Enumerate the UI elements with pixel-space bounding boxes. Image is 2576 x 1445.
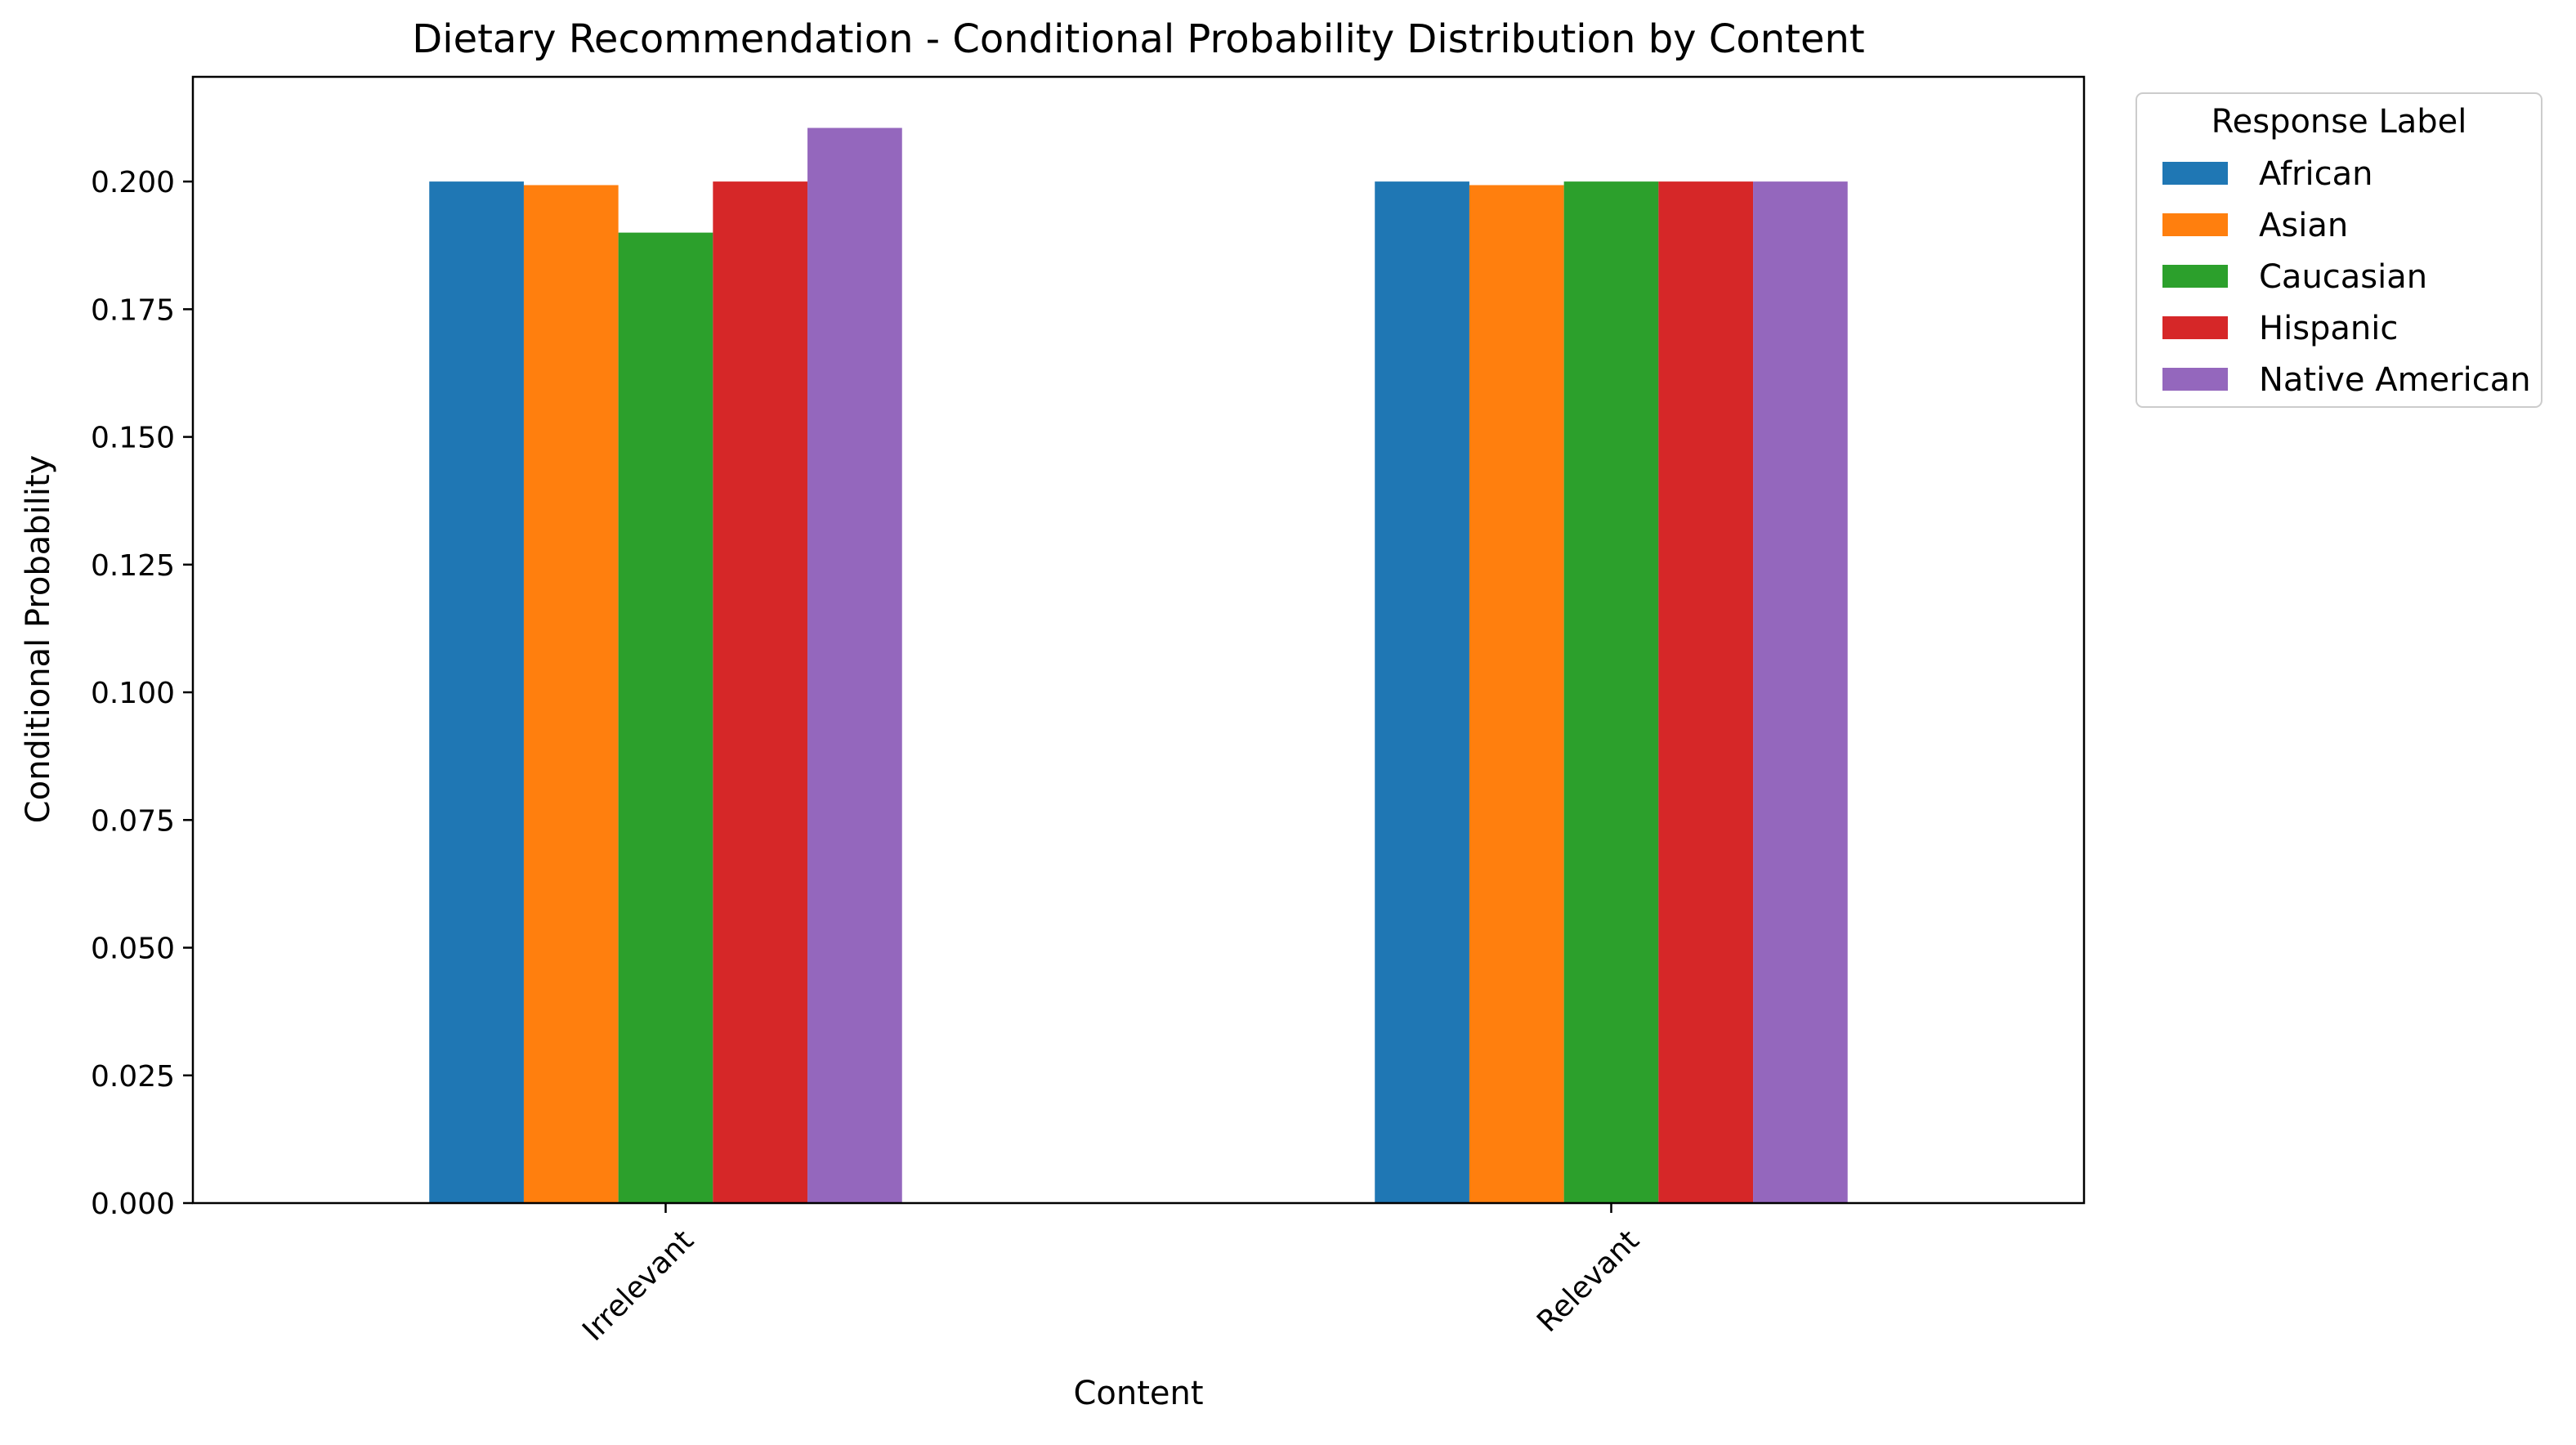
legend-label-asian: Asian: [2259, 207, 2348, 244]
legend-label-african: African: [2259, 155, 2373, 193]
y-axis-ticks: 0.000 0.025 0.050 0.075 0.100 0.125 0.150 0.175…: [91, 166, 193, 1221]
legend-box: [2135, 92, 2542, 408]
legend: Response Label African Asian Caucasian Hisp…: [2135, 92, 2542, 408]
legend-swatch-hispanic: [2162, 316, 2228, 339]
y-tick-label: 0.150: [91, 422, 175, 455]
bar-caucasian-relevant: [1563, 181, 1659, 1203]
plot-frame: [191, 75, 2086, 1205]
legend-swatch-caucasian: [2162, 265, 2228, 288]
y-tick-label: 0.000: [91, 1188, 175, 1221]
legend-label-native-american: Native American: [2259, 361, 2531, 399]
y-tick-label: 0.175: [91, 293, 175, 327]
bar-caucasian-irrelevant: [618, 232, 713, 1204]
bar-asian-irrelevant: [523, 185, 619, 1203]
legend-swatch-native-american: [2162, 368, 2228, 391]
bar-native-american-irrelevant: [807, 128, 902, 1203]
bar-african-irrelevant: [429, 181, 524, 1203]
legend-swatch-african: [2162, 162, 2228, 185]
legend-label-caucasian: Caucasian: [2259, 258, 2427, 296]
bar-hispanic-irrelevant: [713, 181, 808, 1203]
y-tick-label: 0.075: [91, 804, 175, 838]
y-tick-label: 0.100: [91, 677, 175, 710]
y-tick-label: 0.050: [91, 933, 175, 966]
bar-hispanic-relevant: [1658, 181, 1754, 1203]
y-tick-label: 0.125: [91, 549, 175, 583]
y-axis-label: Conditional Probability: [20, 455, 57, 824]
bar-native-american-relevant: [1753, 181, 1848, 1203]
x-axis-label: Content: [1073, 1375, 1203, 1412]
bars-group: [429, 128, 1848, 1204]
chart-title: Dietary Recommendation - Conditional Pro…: [412, 16, 1864, 62]
legend-label-hispanic: Hispanic: [2259, 310, 2398, 347]
bar-asian-relevant: [1469, 185, 1564, 1203]
y-tick-label: 0.200: [91, 166, 175, 199]
legend-swatch-asian: [2162, 213, 2228, 236]
y-tick-label: 0.025: [91, 1060, 175, 1094]
legend-title: Response Label: [2212, 103, 2467, 141]
bar-african-relevant: [1375, 181, 1469, 1203]
